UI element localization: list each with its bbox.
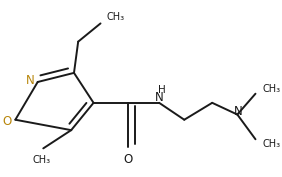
Text: CH₃: CH₃ (263, 139, 281, 149)
Text: O: O (2, 115, 12, 128)
Text: O: O (124, 153, 133, 166)
Text: N: N (233, 105, 242, 118)
Text: CH₃: CH₃ (263, 84, 281, 94)
Text: N: N (25, 74, 34, 87)
Text: CH₃: CH₃ (33, 155, 51, 165)
Text: N: N (155, 91, 164, 104)
Text: CH₃: CH₃ (106, 12, 124, 22)
Text: H: H (158, 85, 165, 95)
